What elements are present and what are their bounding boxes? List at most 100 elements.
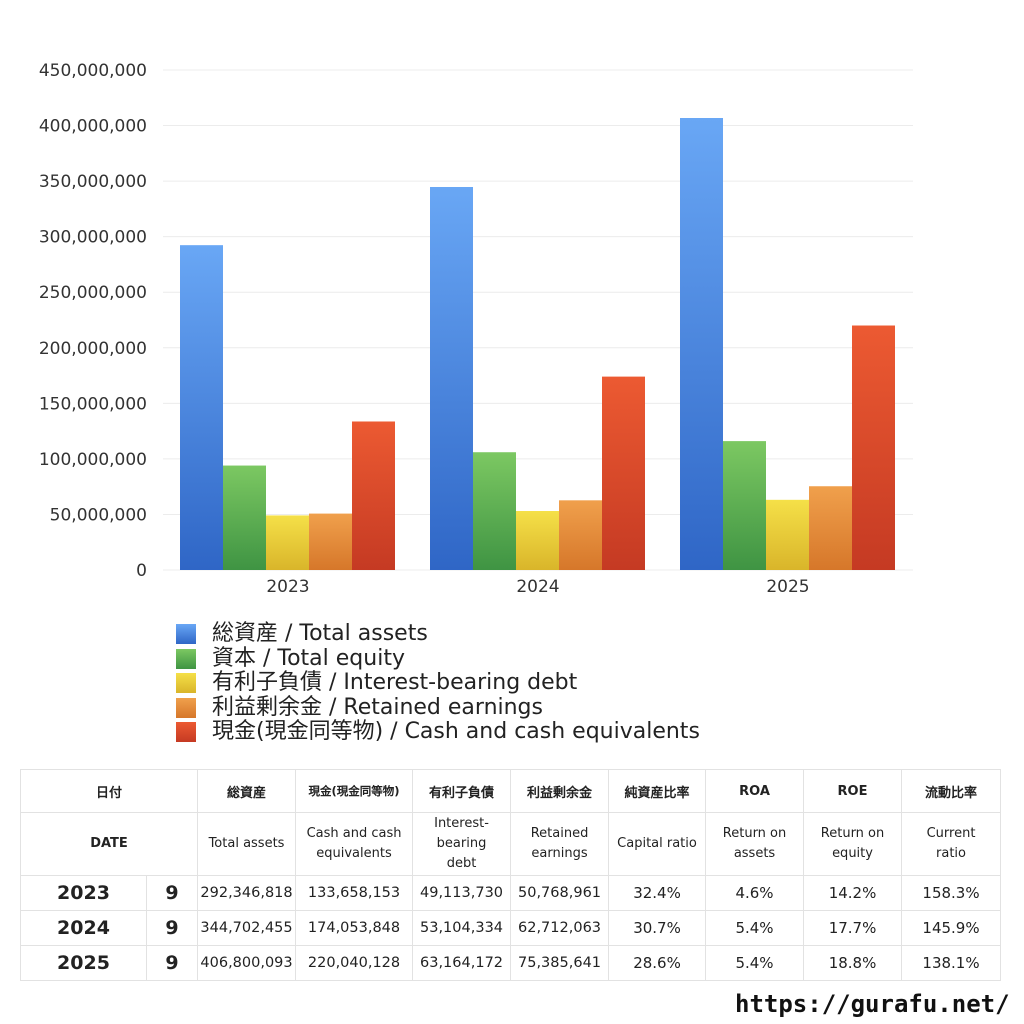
row-current-ratio: 158.3% (901, 875, 1002, 911)
legend-swatch (176, 624, 196, 645)
row-year: 2025 (20, 945, 147, 981)
row-year: 2024 (20, 910, 147, 946)
header-cash-en: Cash and cash equivalents (295, 812, 414, 876)
bar-2024-series-4 (602, 376, 645, 570)
legend-item: 現金(現金同等物) / Cash and cash equivalents (176, 720, 700, 745)
table-row: 2025 9 406,800,093 220,040,128 63,164,17… (20, 945, 1002, 981)
row-retained: 50,768,961 (510, 875, 610, 911)
legend-item: 総資産 / Total assets (176, 622, 700, 647)
row-roe: 17.7% (803, 910, 903, 946)
bar-2024-series-3 (559, 500, 602, 570)
bar-2025-series-2 (766, 499, 809, 570)
row-cash: 220,040,128 (295, 945, 414, 981)
header-debt-en: Interest-bearing debt (412, 812, 512, 876)
row-debt: 49,113,730 (412, 875, 512, 911)
header-roa-en: Return on assets (705, 812, 805, 876)
bar-2024-series-2 (516, 510, 559, 570)
legend-swatch (176, 673, 196, 694)
grid-lines (163, 69, 913, 571)
x-tick-label: 2024 (516, 577, 559, 597)
table-header-en: DATE Total assets Cash and cash equivale… (19, 812, 1002, 876)
row-month: 9 (145, 945, 199, 981)
bar-2023-series-1 (223, 465, 266, 570)
site-url-link[interactable]: https://gurafu.net/ (735, 990, 1010, 1018)
row-debt: 63,164,172 (412, 945, 512, 981)
table-header-jp: 日付 総資産 現金(現金同等物) 有利子負債 利益剰余金 純資産比率 ROA R… (19, 769, 1002, 813)
row-retained: 75,385,641 (510, 945, 610, 981)
header-capital-ratio-jp: 純資産比率 (608, 769, 707, 813)
x-tick-label: 2023 (266, 577, 309, 597)
x-axis-ticks: 2023 2024 2025 (266, 577, 809, 597)
bar-2025-series-3 (809, 486, 852, 570)
y-tick-label: 50,000,000 (50, 505, 147, 525)
header-capital-ratio-en: Capital ratio (608, 812, 707, 876)
legend-swatch (176, 722, 196, 743)
header-retained-jp: 利益剰余金 (510, 769, 610, 813)
row-total-assets: 292,346,818 (197, 875, 297, 911)
row-debt: 53,104,334 (412, 910, 512, 946)
bar-2024-series-0 (430, 186, 473, 571)
header-roe-jp: ROE (803, 769, 903, 813)
header-debt-jp: 有利子負債 (412, 769, 512, 813)
y-tick-label: 150,000,000 (39, 394, 147, 414)
bar-2023-series-4 (352, 421, 395, 570)
y-tick-label: 200,000,000 (39, 339, 147, 359)
header-roa-jp: ROA (705, 769, 805, 813)
header-roe-en: Return on equity (803, 812, 903, 876)
bar-chart: 0 50,000,000 100,000,000 150,000,000 200,000… (39, 61, 913, 597)
row-current-ratio: 145.9% (901, 910, 1002, 946)
legend-label: 現金(現金同等物) / Cash and cash equivalents (212, 719, 700, 745)
y-tick-label: 100,000,000 (39, 450, 147, 470)
y-tick-label: 250,000,000 (39, 283, 147, 303)
bar-2023-series-2 (266, 515, 309, 570)
row-cash: 174,053,848 (295, 910, 414, 946)
x-tick-label: 2025 (766, 577, 809, 597)
header-current-ratio-en: Current ratio (901, 812, 1002, 876)
table-row: 2023 9 292,346,818 133,658,153 49,113,73… (20, 875, 1002, 911)
row-roe: 14.2% (803, 875, 903, 911)
bar-2023-series-3 (309, 513, 352, 570)
y-tick-label: 0 (136, 561, 147, 581)
legend-item: 資本 / Total equity (176, 645, 700, 672)
legend-label: 利益剰余金 / Retained earnings (212, 694, 543, 720)
row-capital-ratio: 32.4% (608, 875, 707, 911)
row-roe: 18.8% (803, 945, 903, 981)
bar-2025-series-0 (680, 117, 723, 571)
legend-item: 利益剰余金 / Retained earnings (176, 694, 700, 721)
bar-2023-series-0 (180, 245, 223, 570)
bar-2025-series-1 (723, 441, 766, 570)
row-year: 2023 (20, 875, 147, 911)
header-total-assets-jp: 総資産 (197, 769, 297, 813)
header-date-en: DATE (19, 812, 199, 876)
header-total-assets-en: Total assets (197, 812, 297, 876)
row-capital-ratio: 28.6% (608, 945, 707, 981)
y-axis-ticks: 0 50,000,000 100,000,000 150,000,000 200,000… (39, 61, 147, 581)
header-cash-jp: 現金(現金同等物) (295, 769, 414, 813)
header-date-jp: 日付 (19, 769, 199, 813)
row-cash: 133,658,153 (295, 875, 414, 911)
y-tick-label: 450,000,000 (39, 61, 147, 81)
row-month: 9 (145, 875, 199, 911)
y-tick-label: 350,000,000 (39, 172, 147, 192)
legend-label: 有利子負債 / Interest-bearing debt (212, 670, 578, 696)
row-total-assets: 344,702,455 (197, 910, 297, 946)
y-tick-label: 300,000,000 (39, 228, 147, 248)
financial-data-table: 日付 総資産 現金(現金同等物) 有利子負債 利益剰余金 純資産比率 ROA R… (19, 769, 1002, 981)
bar-2025-series-4 (852, 325, 895, 570)
legend-label: 資本 / Total equity (212, 645, 405, 671)
row-month: 9 (145, 910, 199, 946)
y-tick-label: 400,000,000 (39, 117, 147, 137)
legend-label: 総資産 / Total assets (212, 621, 428, 647)
row-roa: 4.6% (705, 875, 805, 911)
row-roa: 5.4% (705, 945, 805, 981)
legend-item: 有利子負債 / Interest-bearing debt (176, 671, 700, 696)
row-current-ratio: 138.1% (901, 945, 1002, 981)
legend-swatch (176, 697, 196, 718)
row-capital-ratio: 30.7% (608, 910, 707, 946)
table-row: 2024 9 344,702,455 174,053,848 53,104,33… (20, 910, 1002, 946)
header-current-ratio-jp: 流動比率 (901, 769, 1002, 813)
row-retained: 62,712,063 (510, 910, 610, 946)
bar-2024-series-1 (473, 452, 516, 570)
bars (180, 117, 895, 571)
header-retained-en: Retained earnings (510, 812, 610, 876)
